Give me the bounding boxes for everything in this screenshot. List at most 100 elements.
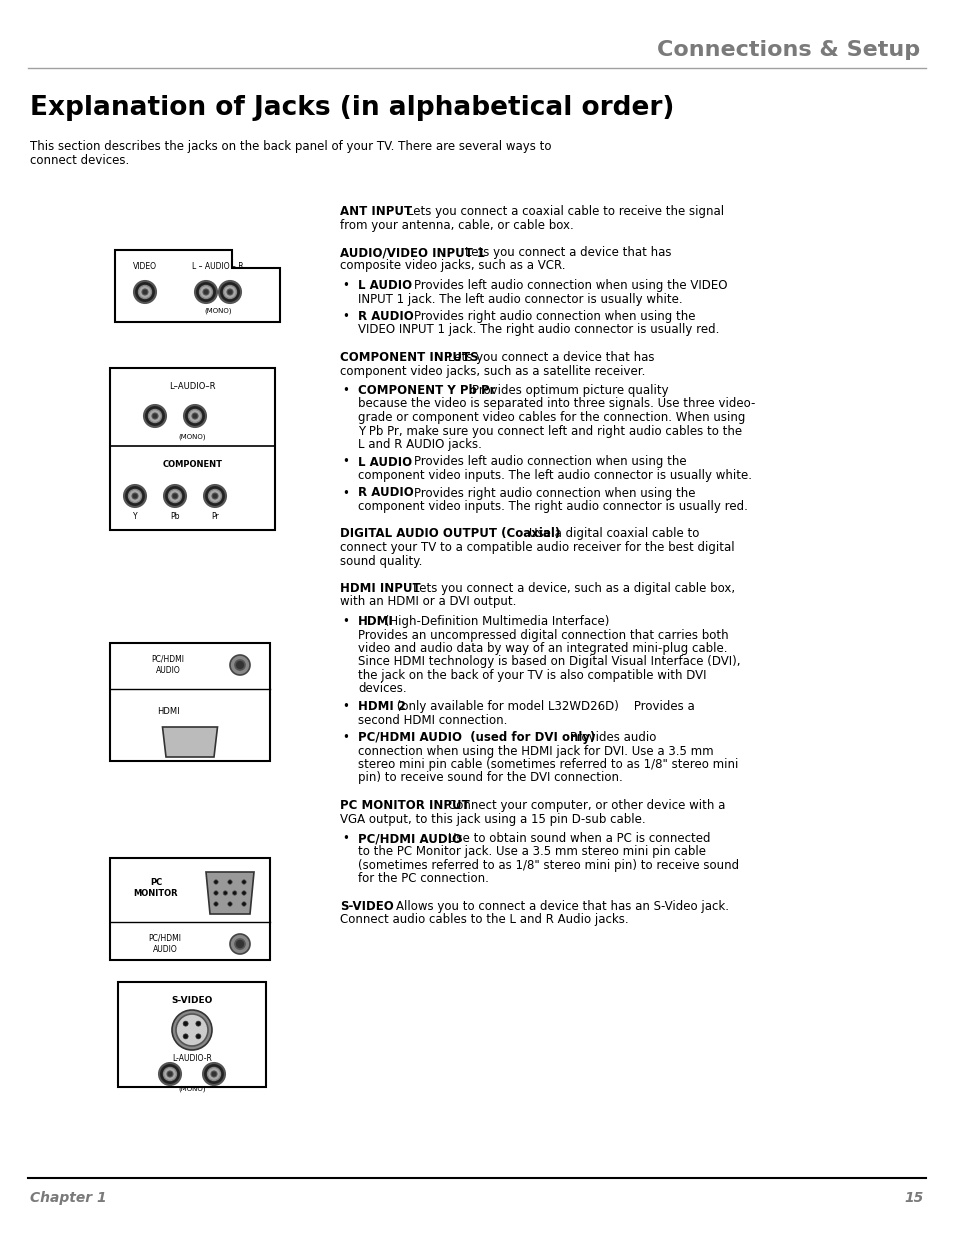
Text: (MONO): (MONO) — [204, 308, 232, 315]
Circle shape — [172, 493, 178, 499]
Text: because the video is separated into three signals. Use three video-: because the video is separated into thre… — [357, 398, 755, 410]
Text: HDMI INPUT: HDMI INPUT — [339, 582, 420, 595]
Text: INPUT 1 jack. The left audio connector is usually white.: INPUT 1 jack. The left audio connector i… — [357, 293, 682, 305]
Text: R AUDIO: R AUDIO — [357, 487, 414, 499]
Text: Provides left audio connection when using the: Provides left audio connection when usin… — [398, 456, 685, 468]
Circle shape — [230, 655, 250, 676]
Text: •: • — [341, 700, 349, 713]
Text: component video jacks, such as a satellite receiver.: component video jacks, such as a satelli… — [339, 364, 644, 378]
Text: L AUDIO: L AUDIO — [357, 456, 412, 468]
Text: connect devices.: connect devices. — [30, 154, 129, 167]
Text: •: • — [341, 310, 349, 324]
Text: Provides an uncompressed digital connection that carries both: Provides an uncompressed digital connect… — [357, 629, 728, 641]
Circle shape — [159, 1063, 181, 1086]
Text: HDMI 2: HDMI 2 — [357, 700, 406, 713]
Text: L–AUDIO–R: L–AUDIO–R — [169, 382, 215, 391]
Text: sound quality.: sound quality. — [339, 555, 422, 568]
Text: (only available for model L32WD26D)    Provides a: (only available for model L32WD26D) Prov… — [393, 700, 694, 713]
Text: VIDEO: VIDEO — [132, 262, 157, 270]
Circle shape — [152, 412, 158, 419]
Circle shape — [230, 934, 250, 953]
Circle shape — [223, 285, 236, 299]
Text: L – AUDIO – R: L – AUDIO – R — [192, 262, 244, 270]
Text: Provides left audio connection when using the VIDEO: Provides left audio connection when usin… — [398, 279, 726, 291]
Text: devices.: devices. — [357, 683, 406, 695]
Bar — [110, 643, 270, 761]
Text: Pr: Pr — [211, 513, 218, 521]
Text: HDMI: HDMI — [156, 706, 179, 715]
Text: This section describes the jacks on the back panel of your TV. There are several: This section describes the jacks on the … — [30, 140, 551, 153]
Circle shape — [144, 405, 166, 427]
Text: AUDIO/VIDEO INPUT 1: AUDIO/VIDEO INPUT 1 — [339, 246, 485, 259]
Text: L AUDIO: L AUDIO — [357, 279, 412, 291]
Circle shape — [213, 879, 218, 884]
Text: Y: Y — [132, 513, 137, 521]
Text: Lets you connect a device, such as a digital cable box,: Lets you connect a device, such as a dig… — [397, 582, 735, 595]
Text: PC/HDMI AUDIO  (used for DVI only): PC/HDMI AUDIO (used for DVI only) — [357, 731, 595, 743]
Text: Explanation of Jacks (in alphabetical order): Explanation of Jacks (in alphabetical or… — [30, 95, 674, 121]
Circle shape — [169, 489, 181, 503]
Circle shape — [129, 489, 141, 503]
Circle shape — [142, 289, 148, 295]
Text: (MONO): (MONO) — [178, 1086, 206, 1093]
Circle shape — [233, 890, 236, 895]
Text: connect your TV to a compatible audio receiver for the best digital: connect your TV to a compatible audio re… — [339, 541, 734, 555]
Text: •: • — [341, 456, 349, 468]
Circle shape — [213, 902, 218, 906]
Circle shape — [208, 1067, 220, 1081]
Text: grade or component video cables for the connection. When using: grade or component video cables for the … — [357, 411, 744, 424]
Circle shape — [194, 282, 216, 303]
Circle shape — [167, 1071, 172, 1077]
Circle shape — [132, 493, 138, 499]
Text: 15: 15 — [903, 1191, 923, 1205]
Text: Lets you connect a coaxial cable to receive the signal: Lets you connect a coaxial cable to rece… — [392, 205, 723, 219]
Text: PC
MONITOR: PC MONITOR — [133, 878, 178, 898]
Circle shape — [228, 879, 232, 884]
Text: Allows you to connect a device that has an S-Video jack.: Allows you to connect a device that has … — [380, 900, 728, 913]
Text: (MONO): (MONO) — [178, 433, 206, 440]
Text: Y Pb Pr, make sure you connect left and right audio cables to the: Y Pb Pr, make sure you connect left and … — [357, 425, 741, 437]
Text: DIGITAL AUDIO OUTPUT (Coaxial): DIGITAL AUDIO OUTPUT (Coaxial) — [339, 527, 559, 541]
Text: L and R AUDIO jacks.: L and R AUDIO jacks. — [357, 438, 481, 451]
Text: •: • — [341, 384, 349, 396]
Text: the jack on the back of your TV is also compatible with DVI: the jack on the back of your TV is also … — [357, 669, 706, 682]
Bar — [118, 982, 266, 1087]
Circle shape — [204, 485, 226, 508]
Text: COMPONENT INPUTS: COMPONENT INPUTS — [339, 351, 478, 364]
Circle shape — [163, 1067, 176, 1081]
Text: Provides optimum picture quality: Provides optimum picture quality — [456, 384, 667, 396]
Text: Provides right audio connection when using the: Provides right audio connection when usi… — [398, 487, 695, 499]
Text: S-VIDEO: S-VIDEO — [339, 900, 394, 913]
Text: S-VIDEO: S-VIDEO — [172, 995, 213, 1005]
Circle shape — [241, 902, 246, 906]
Circle shape — [184, 405, 206, 427]
Text: Provides right audio connection when using the: Provides right audio connection when usi… — [398, 310, 695, 324]
Text: Use to obtain sound when a PC is connected: Use to obtain sound when a PC is connect… — [433, 832, 710, 845]
Circle shape — [149, 410, 161, 422]
Circle shape — [219, 282, 241, 303]
Circle shape — [234, 939, 245, 948]
Circle shape — [164, 485, 186, 508]
Bar — [110, 368, 274, 530]
Circle shape — [195, 1034, 201, 1039]
Text: with an HDMI or a DVI output.: with an HDMI or a DVI output. — [339, 595, 516, 609]
Text: ANT INPUT: ANT INPUT — [339, 205, 412, 219]
Text: COMPONENT: COMPONENT — [162, 459, 222, 469]
Circle shape — [172, 1010, 212, 1050]
Circle shape — [227, 289, 233, 295]
Circle shape — [209, 489, 221, 503]
Text: video and audio data by way of an integrated mini-plug cable.: video and audio data by way of an integr… — [357, 642, 727, 655]
Circle shape — [124, 485, 146, 508]
Text: PC/HDMI
AUDIO: PC/HDMI AUDIO — [152, 655, 184, 676]
Circle shape — [223, 890, 228, 895]
Polygon shape — [115, 249, 280, 322]
Text: PC/HDMI AUDIO: PC/HDMI AUDIO — [357, 832, 461, 845]
Text: PC MONITOR INPUT: PC MONITOR INPUT — [339, 799, 469, 811]
Text: PC/HDMI
AUDIO: PC/HDMI AUDIO — [149, 934, 181, 955]
Text: connection when using the HDMI jack for DVI. Use a 3.5 mm: connection when using the HDMI jack for … — [357, 745, 713, 757]
Text: Provides audio: Provides audio — [555, 731, 656, 743]
Text: Connect your computer, or other device with a: Connect your computer, or other device w… — [433, 799, 724, 811]
Text: Chapter 1: Chapter 1 — [30, 1191, 107, 1205]
Text: pin) to receive sound for the DVI connection.: pin) to receive sound for the DVI connec… — [357, 772, 622, 784]
Text: HDMI: HDMI — [357, 615, 394, 629]
